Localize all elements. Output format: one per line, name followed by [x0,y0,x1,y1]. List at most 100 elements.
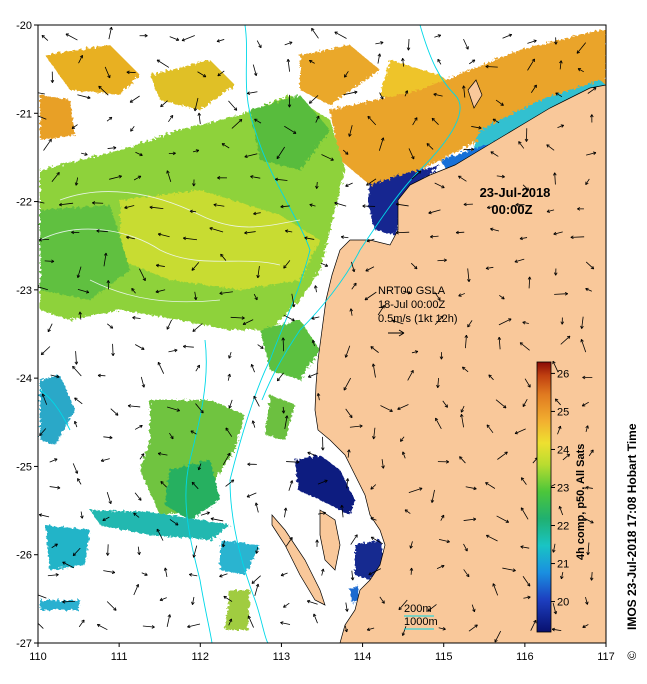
current-arrow [217,70,225,77]
current-arrow [585,485,593,490]
current-arrow [283,507,288,518]
current-arrow [126,235,136,240]
current-arrow [139,33,148,38]
current-arrow [78,619,85,628]
current-arrow [554,398,561,406]
current-arrow [254,583,260,596]
current-arrow [231,118,243,129]
current-arrow [370,517,377,521]
current-arrow [514,428,526,435]
current-arrow [460,413,465,428]
current-arrow [134,492,142,501]
current-arrow [210,517,224,522]
current-arrow [463,38,469,50]
current-arrow [345,602,349,612]
current-arrow [163,567,168,578]
sst-patch [40,600,80,610]
current-arrow [411,350,419,354]
sst-patch [220,540,260,575]
current-arrow [284,41,293,46]
current-arrow [96,229,108,233]
current-arrow [434,315,444,326]
current-arrow [351,282,357,290]
current-arrow [577,68,584,73]
current-arrow [47,573,59,577]
current-arrow [223,595,233,602]
current-arrow [244,153,258,159]
sst-patch [120,190,320,290]
current-arrow [74,351,79,365]
current-arrow [134,424,143,430]
current-arrow [71,124,78,129]
current-arrow [522,399,528,407]
current-arrow [343,90,358,96]
current-arrow [192,545,198,558]
current-arrow [490,151,499,157]
sst-patch [300,45,380,105]
current-arrow [366,238,375,243]
current-arrow [169,519,179,526]
current-arrow [131,287,136,294]
current-arrow [371,363,376,378]
current-arrow [281,337,285,352]
current-arrow [251,420,256,428]
current-arrow [124,205,135,210]
current-arrow [488,374,494,381]
vector-scale-arrow [388,329,405,337]
current-arrow [463,517,477,522]
current-arrow [372,427,376,440]
current-arrow [554,37,558,45]
current-arrow [404,90,409,97]
current-arrow [142,625,155,629]
current-arrow [280,621,291,625]
current-arrow [315,115,320,123]
current-arrow [458,293,466,297]
current-arrow [308,95,319,104]
current-arrow [135,151,143,157]
current-arrow [44,259,55,264]
current-arrow [41,393,48,405]
colorbar-tick-label: 21 [557,559,569,571]
current-arrow [368,568,381,576]
current-arrow [73,420,78,428]
current-arrow [74,177,79,186]
current-arrow [130,126,135,132]
current-arrow [380,405,393,412]
y-tick-label: -26 [16,550,32,562]
current-arrow [546,209,555,213]
current-arrow [280,204,290,209]
current-arrow [343,377,352,391]
current-arrow [398,599,408,611]
current-arrow [408,148,415,160]
current-arrow [168,348,178,353]
current-arrow [395,230,410,235]
current-arrow [433,92,443,97]
current-arrow [334,31,347,39]
current-arrow [427,604,437,612]
current-arrow [589,572,594,581]
current-arrow [401,626,407,636]
current-arrow [77,94,91,100]
current-arrow [155,263,165,268]
current-arrow [251,575,261,584]
current-arrow [515,202,525,207]
current-arrow [242,319,254,326]
current-arrow [518,141,525,149]
current-arrow [340,235,349,239]
current-arrow [77,289,90,294]
current-arrow [520,507,529,520]
current-arrow [455,230,465,235]
current-arrow [321,154,334,161]
current-arrow [307,451,317,457]
current-arrow [436,564,445,570]
current-arrow [514,258,525,263]
current-arrow [502,33,513,39]
current-arrow [133,512,140,518]
current-arrow [252,64,258,76]
current-arrow [72,463,79,474]
sst-patch [45,45,140,95]
current-arrow [463,147,475,152]
current-arrow [487,205,495,210]
sst-patch [90,510,230,540]
